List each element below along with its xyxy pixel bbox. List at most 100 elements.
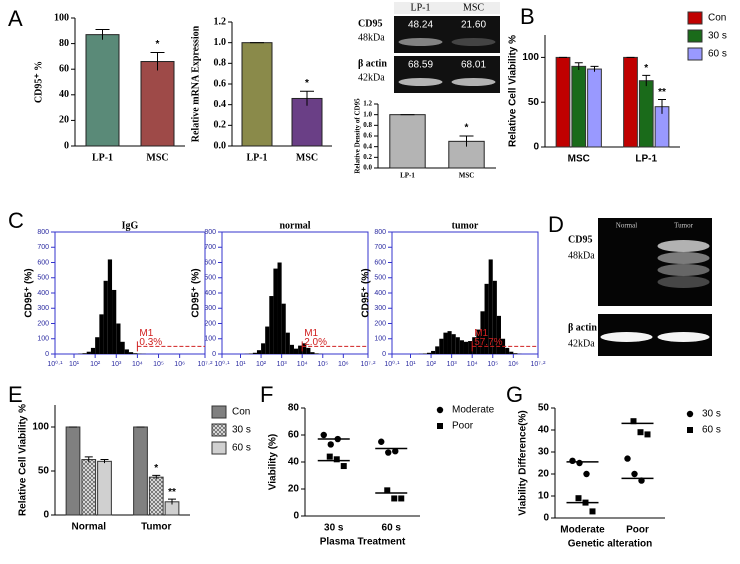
legend-label: 60 s <box>702 425 721 436</box>
legend-swatch <box>687 11 703 25</box>
x-tick-label: LP-1 <box>246 152 267 163</box>
blot-band <box>451 38 496 46</box>
y-axis-label: CD95⁺ (%) <box>191 268 202 317</box>
point <box>637 429 644 436</box>
y-tick-label: 0 <box>293 511 299 522</box>
gate-label: M1 <box>304 328 318 339</box>
x-tick-label: 10⁷·² <box>531 361 547 368</box>
panel-label: C <box>8 208 24 233</box>
blot-header <box>394 2 500 14</box>
y-tick-label: 0 <box>543 513 549 524</box>
y-tick-label: 20 <box>59 115 69 126</box>
histogram-bar <box>82 353 87 354</box>
x-tick-label: 10⁰·¹ <box>384 360 400 368</box>
point <box>575 495 582 502</box>
smear <box>657 252 710 264</box>
error-bar <box>590 65 599 72</box>
x-tick-label: 10⁵ <box>317 361 328 368</box>
y-tick-label: 20 <box>288 484 300 495</box>
point <box>340 463 347 470</box>
plot-frame <box>221 231 369 355</box>
y-tick-label: 800 <box>374 229 386 236</box>
y-tick-label: 50 <box>38 466 50 477</box>
legend-swatch <box>211 441 227 455</box>
legend-marker <box>436 406 444 414</box>
x-tick-label: 10³ <box>277 361 288 368</box>
significance: * <box>465 123 469 134</box>
legend-label: 30 s <box>702 409 721 420</box>
legend-label: 60 s <box>232 443 251 454</box>
error-bar <box>168 498 176 505</box>
histogram-bar <box>133 353 138 354</box>
histogram-bar <box>480 311 485 354</box>
significance: ** <box>658 87 666 98</box>
histogram-bar <box>476 329 481 354</box>
y-tick-label: 30 <box>538 447 550 458</box>
x-tick-label: 10⁴ <box>467 361 478 368</box>
panel-label: F <box>260 382 273 407</box>
y-tick-label: 100 <box>37 336 49 343</box>
bar <box>241 42 273 147</box>
histogram-bar <box>468 341 473 354</box>
histogram-bar <box>90 347 96 354</box>
y-tick-label: 0.0 <box>363 164 372 172</box>
y-tick-label: 10 <box>538 491 550 502</box>
y-tick-label: 60 <box>59 63 69 74</box>
y-tick-label: 100 <box>522 52 539 63</box>
error-bar <box>642 74 651 87</box>
x-tick-label: MSC <box>146 152 168 163</box>
y-tick-label: 200 <box>204 320 216 327</box>
band-size: 48kDa <box>358 32 385 43</box>
bar <box>97 460 112 516</box>
bar <box>555 56 571 148</box>
blot-band <box>451 78 496 86</box>
point <box>583 470 590 478</box>
significance: * <box>644 63 648 74</box>
y-tick-label: 0 <box>45 351 49 358</box>
bar <box>133 426 148 516</box>
panel-label: D <box>548 212 564 237</box>
histogram-bar <box>95 337 100 354</box>
band-name: β actin <box>358 58 387 69</box>
y-axis-label: Viability Difference(%) <box>518 410 529 515</box>
band-name: CD95 <box>568 234 592 245</box>
histogram-bar <box>463 341 469 354</box>
band-name: CD95 <box>358 18 382 29</box>
y-tick-label: 1.2 <box>363 100 372 108</box>
histogram-bar <box>86 351 91 354</box>
gate-percent: 2.0% <box>304 337 327 348</box>
y-tick-label: 1.2 <box>214 16 227 27</box>
x-tick-label: 10⁷·² <box>198 361 214 368</box>
plot-frame <box>54 231 206 355</box>
y-tick-label: 0 <box>64 140 69 151</box>
bar <box>638 80 654 148</box>
histogram-bar <box>269 296 274 354</box>
y-tick-label: 600 <box>37 259 49 266</box>
y-tick-label: 0 <box>43 510 49 521</box>
x-tick-label: 10⁶ <box>338 361 349 368</box>
y-tick-label: 80 <box>288 403 300 414</box>
y-tick-label: 400 <box>374 290 386 297</box>
band-density: 68.59 <box>408 60 433 71</box>
x-tick-label: 10⁶ <box>508 361 519 368</box>
point <box>398 495 405 502</box>
x-tick-label: 10¹ <box>235 361 246 368</box>
x-tick-label: 10⁰·¹ <box>214 360 230 368</box>
histogram-bar <box>107 259 113 354</box>
point <box>589 508 596 515</box>
y-tick-label: 60 <box>288 430 300 441</box>
y-tick-label: 700 <box>204 244 216 251</box>
y-tick-label: 50 <box>538 403 550 414</box>
y-tick-label: 800 <box>37 229 49 236</box>
x-tick-label: LP-1 <box>400 172 415 180</box>
point <box>384 487 391 494</box>
histogram-bar <box>124 349 129 354</box>
x-tick-label: Tumor <box>141 522 171 533</box>
x-tick-label: 10³ <box>111 361 122 368</box>
y-axis-label: CD95⁺ (%) <box>361 268 372 317</box>
x-tick-label: 10² <box>90 361 101 368</box>
histogram-bar <box>277 262 282 354</box>
bar <box>571 65 587 148</box>
y-tick-label: 300 <box>37 305 49 312</box>
y-tick-label: 400 <box>204 290 216 297</box>
